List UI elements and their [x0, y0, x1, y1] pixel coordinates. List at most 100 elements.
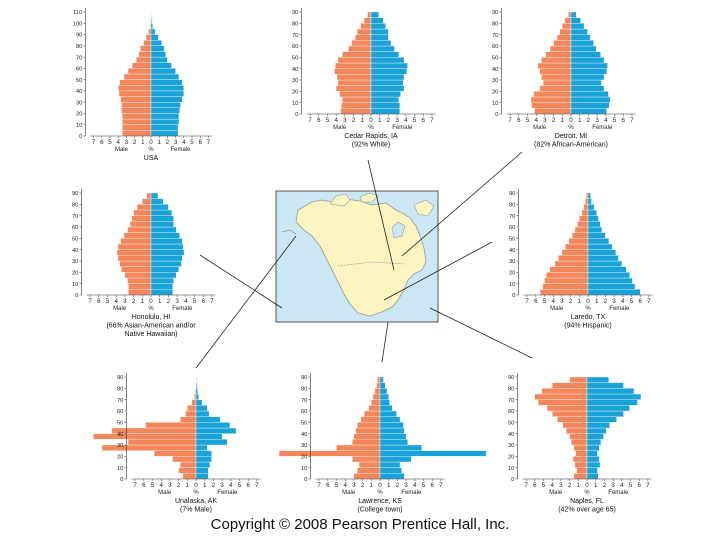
x-tick-label-lawrence: 5 [422, 482, 426, 489]
x-tick-label-laredo: 0 [586, 298, 590, 305]
bar-female-cedar-rapids-75 [370, 23, 386, 30]
x-tick-label-cedar-rapids: 3 [395, 117, 399, 124]
y-tick-label-naples: 60 [508, 409, 514, 415]
y-tick-label-honolulu: 40 [72, 248, 78, 254]
percent-label-cedar-rapids: % [368, 125, 374, 131]
x-tick-label-usa: 3 [125, 139, 129, 146]
map-arctic-island-2 [359, 192, 379, 203]
bar-female-unalaska-70 [195, 393, 199, 400]
y-tick-label-cedar-rapids: 90 [292, 10, 298, 16]
bar-female-lawrence-70 [379, 393, 389, 400]
x-tick-label-unalaska: 2 [212, 482, 216, 489]
y-tick-label-usa: 30 [76, 100, 82, 106]
bar-male-usa-40 [118, 85, 152, 92]
bar-male-unalaska-65 [191, 399, 197, 406]
x-tick-label-laredo: 6 [534, 298, 538, 305]
bar-male-usa-55 [127, 68, 152, 75]
percent-label-honolulu: % [148, 306, 154, 312]
bar-female-honolulu-20 [150, 266, 180, 273]
y-tick-label-cedar-rapids: 50 [292, 56, 298, 62]
bar-male-cedar-rapids-35 [334, 68, 372, 75]
bar-female-laredo-55 [587, 226, 603, 233]
bar-male-naples-55 [552, 410, 588, 417]
x-tick-label-lawrence: 1 [370, 482, 374, 489]
bar-female-detroit-15 [570, 91, 609, 98]
bar-male-unalaska-15 [172, 456, 197, 463]
y-tick-label-detroit: 30 [492, 78, 498, 84]
y-tick-label-lawrence: 80 [301, 387, 307, 393]
bar-male-cedar-rapids-0 [340, 108, 372, 115]
bar-female-cedar-rapids-70 [370, 28, 389, 35]
bar-male-detroit-85 [568, 11, 572, 18]
x-tick-label-cedar-rapids: 4 [334, 117, 338, 124]
bar-male-naples-85 [569, 376, 588, 383]
bar-female-laredo-50 [587, 232, 606, 239]
y-tick-label-naples: 0 [511, 477, 514, 483]
x-tick-label-detroit: 4 [604, 117, 608, 124]
y-tick-label-usa: 70 [76, 55, 82, 61]
x-tick-label-detroit: 5 [526, 117, 530, 124]
bar-female-unalaska-55 [195, 410, 210, 417]
bar-male-lawrence-35 [353, 433, 381, 440]
bar-male-laredo-15 [546, 272, 589, 279]
bar-male-usa-45 [119, 79, 152, 86]
y-tick-label-laredo: 40 [509, 248, 515, 254]
bar-male-usa-10 [122, 118, 152, 125]
map-arctic-island-1 [329, 193, 351, 207]
bar-female-detroit-5 [570, 102, 610, 109]
x-tick-label-honolulu: 5 [106, 298, 110, 305]
y-tick-label-honolulu: 10 [72, 282, 78, 288]
y-tick-label-usa: 20 [76, 112, 82, 118]
y-tick-label-honolulu: 20 [72, 271, 78, 277]
x-tick-label-honolulu: 7 [88, 298, 92, 305]
bar-female-cedar-rapids-5 [370, 102, 400, 109]
bar-female-cedar-rapids-30 [370, 74, 405, 81]
bar-female-naples-70 [586, 393, 642, 400]
bar-male-naples-80 [552, 382, 588, 389]
bar-female-unalaska-40 [195, 427, 237, 434]
y-tick-label-detroit: 70 [492, 33, 498, 39]
bar-male-unalaska-5 [178, 467, 197, 474]
bar-female-laredo-80 [587, 198, 592, 205]
male-label-unalaska: Male [158, 490, 172, 496]
y-tick-label-unalaska: 60 [117, 409, 123, 415]
y-tick-label-cedar-rapids: 70 [292, 33, 298, 39]
bar-male-naples-75 [541, 388, 588, 395]
x-tick-label-laredo: 7 [525, 298, 529, 305]
bar-female-usa-5 [150, 124, 179, 131]
bar-male-laredo-65 [579, 215, 589, 222]
x-tick-label-usa: 2 [133, 139, 137, 146]
y-tick-label-lawrence: 40 [301, 432, 307, 438]
x-tick-label-unalaska: 5 [151, 482, 155, 489]
x-tick-label-honolulu: 2 [167, 298, 171, 305]
x-tick-label-laredo: 4 [621, 298, 625, 305]
bar-female-lawrence-15 [379, 456, 412, 463]
bar-male-detroit-35 [539, 68, 572, 75]
bar-male-laredo-20 [549, 266, 589, 273]
y-tick-label-laredo: 70 [509, 214, 515, 220]
bar-female-honolulu-65 [150, 215, 174, 222]
x-tick-label-detroit: 7 [508, 117, 512, 124]
y-tick-label-naples: 70 [508, 398, 514, 404]
bar-female-lawrence-50 [379, 416, 401, 423]
x-tick-label-lawrence: 7 [317, 482, 321, 489]
bar-male-cedar-rapids-55 [348, 45, 372, 52]
bar-male-honolulu-20 [121, 266, 152, 273]
pyramid-subtitle-honolulu: Native Hawaiian) [125, 331, 178, 338]
x-tick-label-unalaska: 6 [246, 482, 250, 489]
x-tick-label-unalaska: 0 [194, 482, 198, 489]
bar-male-cedar-rapids-5 [341, 102, 372, 109]
bar-female-naples-10 [586, 461, 601, 468]
bar-female-honolulu-80 [150, 198, 164, 205]
male-label-laredo: Male [550, 306, 564, 312]
x-tick-label-laredo: 3 [612, 298, 616, 305]
bar-male-cedar-rapids-40 [335, 62, 372, 69]
y-tick-label-laredo: 80 [509, 203, 515, 209]
pyramid-title-cedar-rapids: Cedar Rapids, IA [344, 133, 398, 140]
bar-female-naples-40 [586, 427, 607, 434]
x-tick-label-honolulu: 3 [175, 298, 179, 305]
bar-male-unalaska-40 [111, 427, 197, 434]
x-tick-label-usa: 5 [108, 139, 112, 146]
